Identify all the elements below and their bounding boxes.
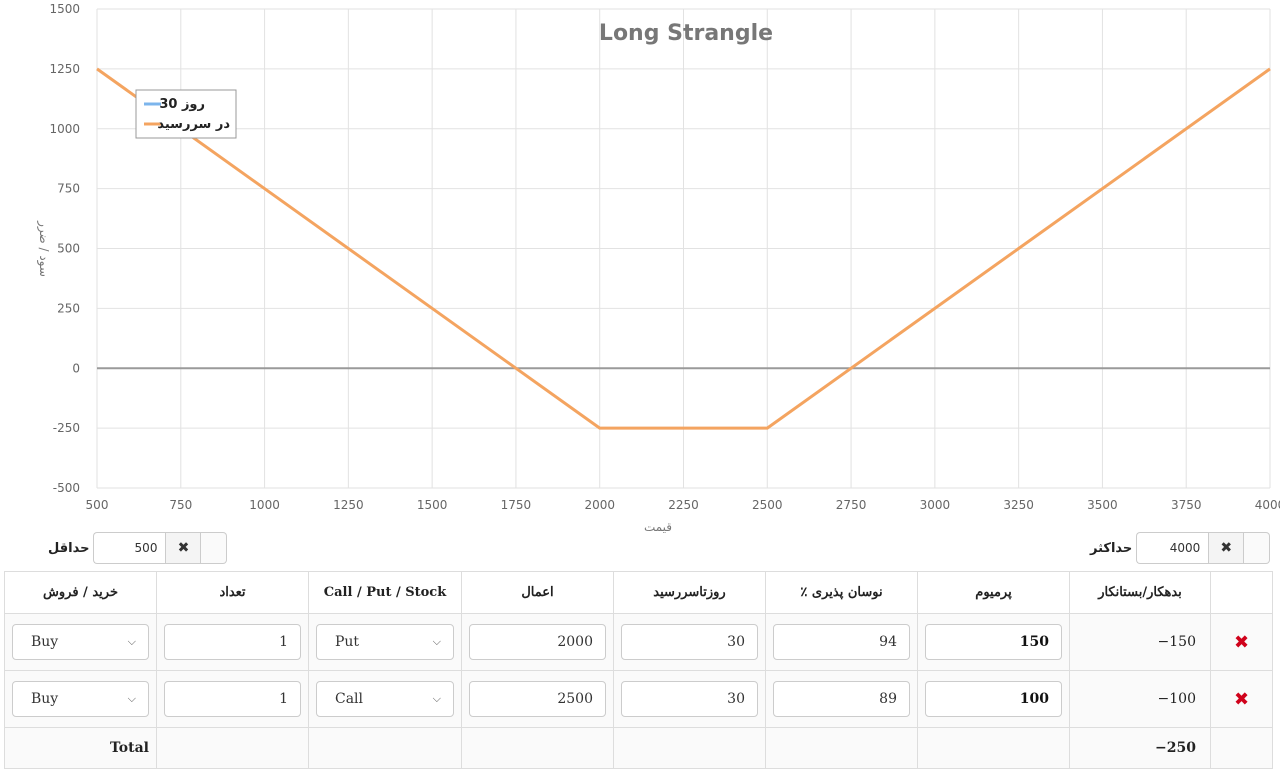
strike-input[interactable]: [469, 681, 606, 717]
header-debit-credit: بدهکار/بستانکار: [1069, 571, 1211, 614]
y-tick-label: 1000: [49, 122, 80, 136]
y-tick-label: -500: [53, 481, 80, 495]
chart-grid: [96, 8, 1271, 489]
x-tick-label: 750: [169, 498, 192, 512]
max-range-control: حداکثر ✖: [1090, 531, 1271, 565]
total-empty-cell: [613, 727, 766, 769]
x-tick-label: 3750: [1171, 498, 1202, 512]
chart-legend: روز 30 در سررسید: [135, 89, 237, 139]
y-tick-label: -250: [53, 421, 80, 435]
y-tick-label: 500: [57, 242, 80, 256]
days-input[interactable]: [621, 624, 758, 660]
total-empty-cell: [461, 727, 614, 769]
header-volatility: ٪ نوسان پذیری: [765, 571, 918, 614]
legend-label-30-day: روز 30: [159, 97, 205, 112]
max-label: حداکثر: [1090, 540, 1133, 556]
x-tick-label: 3500: [1087, 498, 1118, 512]
x-axis-label: قیمت: [644, 520, 672, 534]
total-empty-cell: [1210, 727, 1273, 769]
x-tick-label: 2000: [584, 498, 615, 512]
x-tick-label: 500: [86, 498, 109, 512]
header-days: روزتاسررسید: [613, 571, 766, 614]
delete-row-icon[interactable]: ✖: [1210, 670, 1273, 728]
x-tick-label: 1500: [417, 498, 448, 512]
min-extra-button[interactable]: [201, 532, 228, 564]
total-value: −250: [1069, 727, 1211, 769]
side-value: Buy: [31, 691, 59, 707]
x-tick-label: 1000: [249, 498, 280, 512]
type-value: Put: [335, 634, 360, 650]
x-tick-label: 1250: [333, 498, 364, 512]
total-empty-cell: [308, 727, 462, 769]
total-empty-cell: [156, 727, 309, 769]
table-row: Buy ⌵ Put ⌵ −150 ✖: [4, 613, 1273, 671]
max-value-input[interactable]: [1136, 532, 1209, 564]
y-tick-label: 250: [57, 301, 80, 315]
header-buy-sell: خرید / فروش: [4, 571, 157, 614]
volatility-input[interactable]: [773, 681, 910, 717]
y-tick-label: 1500: [49, 2, 80, 16]
y-tick-label: 750: [57, 182, 80, 196]
chevron-down-icon: ⌵: [127, 692, 136, 705]
series-line-expiry: [96, 67, 1271, 430]
volatility-input[interactable]: [773, 624, 910, 660]
x-tick-label: 1750: [501, 498, 532, 512]
min-value-input[interactable]: [93, 532, 166, 564]
header-strike: اعمال: [461, 571, 614, 614]
clear-max-icon[interactable]: ✖: [1208, 532, 1245, 564]
total-row: Total −250: [4, 727, 1273, 769]
legend-label-expiry: در سررسید: [157, 117, 230, 132]
debit-value: −100: [1069, 670, 1211, 728]
side-select[interactable]: Buy ⌵: [12, 624, 149, 660]
table-row: Buy ⌵ Call ⌵ −100 ✖: [4, 670, 1273, 728]
header-premium: پرمیوم: [917, 571, 1070, 614]
premium-input[interactable]: [925, 624, 1062, 660]
side-value: Buy: [31, 634, 59, 650]
x-tick-label: 4000: [1255, 498, 1280, 512]
type-select[interactable]: Call ⌵: [316, 681, 454, 717]
x-tick-label: 3000: [920, 498, 951, 512]
y-tick-label: 1250: [49, 62, 80, 76]
days-input[interactable]: [621, 681, 758, 717]
x-tick-label: 3250: [1003, 498, 1034, 512]
y-axis-label: سود / ضرر: [36, 220, 51, 277]
clear-min-icon[interactable]: ✖: [165, 532, 202, 564]
total-empty-cell: [917, 727, 1070, 769]
chevron-down-icon: ⌵: [127, 635, 136, 648]
header-quantity: تعداد: [156, 571, 309, 614]
delete-row-icon[interactable]: ✖: [1210, 613, 1273, 671]
total-label: Total: [4, 727, 157, 769]
strike-input[interactable]: [469, 624, 606, 660]
total-empty-cell: [765, 727, 918, 769]
y-tick-label: 0: [72, 361, 80, 375]
quantity-input[interactable]: [164, 624, 301, 660]
side-select[interactable]: Buy ⌵: [12, 681, 149, 717]
x-tick-label: 2500: [752, 498, 783, 512]
premium-input[interactable]: [925, 681, 1062, 717]
debit-value: −150: [1069, 613, 1211, 671]
min-label: حداقل: [48, 540, 90, 556]
chevron-down-icon: ⌵: [432, 635, 441, 648]
type-select[interactable]: Put ⌵: [316, 624, 454, 660]
min-range-control: حداقل ✖: [48, 531, 228, 565]
x-tick-label: 2250: [668, 498, 699, 512]
table-header-row: خرید / فروش تعداد Call / Put / Stock اعم…: [4, 571, 1273, 614]
chart-axes: 500 750 1000 1250 1500 1750 2000 2250 2500 2750 30…: [49, 2, 1280, 512]
header-type: Call / Put / Stock: [308, 571, 462, 614]
option-legs-table: خرید / فروش تعداد Call / Put / Stock اعم…: [4, 571, 1273, 769]
max-extra-button[interactable]: [1244, 532, 1271, 564]
quantity-input[interactable]: [164, 681, 301, 717]
chart-series: [96, 67, 1271, 430]
type-value: Call: [335, 691, 364, 707]
payoff-chart: 500 750 1000 1250 1500 1750 2000 2250 2500 2750 30…: [36, 2, 1280, 534]
chart-title: Long Strangle: [599, 21, 773, 46]
chevron-down-icon: ⌵: [432, 692, 441, 705]
header-actions: [1210, 571, 1273, 614]
x-tick-label: 2750: [836, 498, 867, 512]
